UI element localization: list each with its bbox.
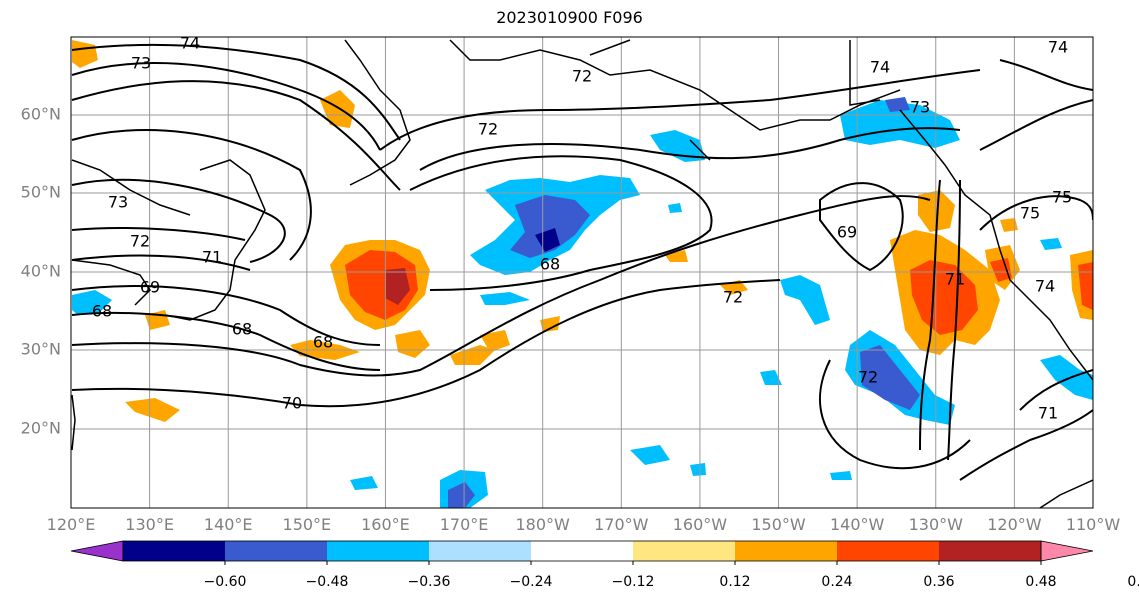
contour-label: 71 xyxy=(1038,404,1058,423)
colorbar-tick-label: −0.48 xyxy=(306,574,349,590)
colorbar xyxy=(70,540,1094,562)
contour-label: 72 xyxy=(723,288,743,307)
contour-label: 68 xyxy=(540,255,560,274)
contour-label: 72 xyxy=(130,232,150,251)
cold-shading xyxy=(72,97,1093,508)
contour-label: 69 xyxy=(140,278,160,297)
colorbar-tick-label: −0.24 xyxy=(510,574,553,590)
contour-label: 71 xyxy=(945,270,965,289)
colorbar-extend-low xyxy=(70,540,124,562)
lat-label: 20°N xyxy=(21,419,61,438)
colorbar-tick-label: 0.36 xyxy=(923,574,954,590)
plot-frame xyxy=(70,36,1094,509)
contour-label: 73 xyxy=(910,98,930,117)
colorbar-segment xyxy=(531,541,634,561)
colorbar-tick-label: 0.60 xyxy=(1127,574,1139,590)
colorbar-segment xyxy=(123,541,226,561)
gridlines xyxy=(71,37,1093,508)
colorbar-tick-label: 0.12 xyxy=(719,574,750,590)
map-title: 2023010900 F096 xyxy=(496,8,643,27)
contour-label: 72 xyxy=(478,120,498,139)
lon-label: 160°W xyxy=(673,515,728,534)
contour-labels: 74 73 72 72 74 73 73 72 71 69 68 69 68 6… xyxy=(92,34,1072,423)
contour-label: 68 xyxy=(232,320,252,339)
colorbar-tick-label: −0.60 xyxy=(204,574,247,590)
contour-label: 71 xyxy=(202,248,222,267)
contour-label: 70 xyxy=(282,394,302,413)
colorbar-outline xyxy=(122,540,1042,562)
lon-label: 170°W xyxy=(594,515,649,534)
lat-label: 50°N xyxy=(21,183,61,202)
lon-label: 180°W xyxy=(516,515,571,534)
colorbar-segment xyxy=(939,541,1042,561)
colorbar-segment xyxy=(633,541,736,561)
lon-label: 130°W xyxy=(909,515,964,534)
coastlines xyxy=(71,39,1093,508)
contour-label: 72 xyxy=(572,67,592,86)
colorbar-tick-labels: −0.60 −0.48 −0.36 −0.24 −0.12 0.12 0.24 0.36 0.4… xyxy=(204,561,1139,590)
lon-label: 160°E xyxy=(361,515,410,534)
colorbar-extend-high xyxy=(1040,540,1094,562)
lon-label: 130°E xyxy=(125,515,174,534)
contour-label: 72 xyxy=(858,368,878,387)
colorbar-segment xyxy=(429,541,532,561)
lat-label: 60°N xyxy=(21,105,61,124)
lon-label: 170°E xyxy=(440,515,489,534)
lon-label: 120°W xyxy=(987,515,1042,534)
longitude-labels: 120°E 130°E 140°E 150°E 160°E 170°E 180°W 170°W… xyxy=(47,515,1121,534)
contour-label: 74 xyxy=(870,58,890,77)
colorbar-segment xyxy=(225,541,328,561)
lat-label: 40°N xyxy=(21,262,61,281)
colorbar-segment xyxy=(735,541,838,561)
contour-label: 75 xyxy=(1052,188,1072,207)
lon-label: 140°E xyxy=(204,515,253,534)
contour-label: 68 xyxy=(92,302,112,321)
contour-label: 74 xyxy=(1035,277,1055,296)
colorbar-segment xyxy=(837,541,940,561)
contour-label: 74 xyxy=(1048,38,1068,57)
lon-label: 150°W xyxy=(751,515,806,534)
lon-label: 140°W xyxy=(830,515,885,534)
colorbar-tick-label: −0.12 xyxy=(612,574,655,590)
lat-label: 30°N xyxy=(21,340,61,359)
contour-label: 68 xyxy=(313,333,333,352)
lon-label: 150°E xyxy=(283,515,332,534)
contour-label: 73 xyxy=(131,54,151,73)
contour-label: 69 xyxy=(837,223,857,242)
lon-label: 120°E xyxy=(47,515,96,534)
lon-label: 110°W xyxy=(1066,515,1121,534)
contour-label: 73 xyxy=(108,193,128,212)
contour-label: 74 xyxy=(180,34,200,53)
contour-label: 75 xyxy=(1020,204,1040,223)
latitude-labels: 60°N 50°N 40°N 30°N 20°N xyxy=(21,105,61,438)
colorbar-tick-label: 0.24 xyxy=(821,574,852,590)
colorbar-tick-label: 0.48 xyxy=(1025,574,1056,590)
height-contours xyxy=(71,43,1093,481)
colorbar-segment xyxy=(327,541,430,561)
colorbar-tick-label: −0.36 xyxy=(408,574,451,590)
